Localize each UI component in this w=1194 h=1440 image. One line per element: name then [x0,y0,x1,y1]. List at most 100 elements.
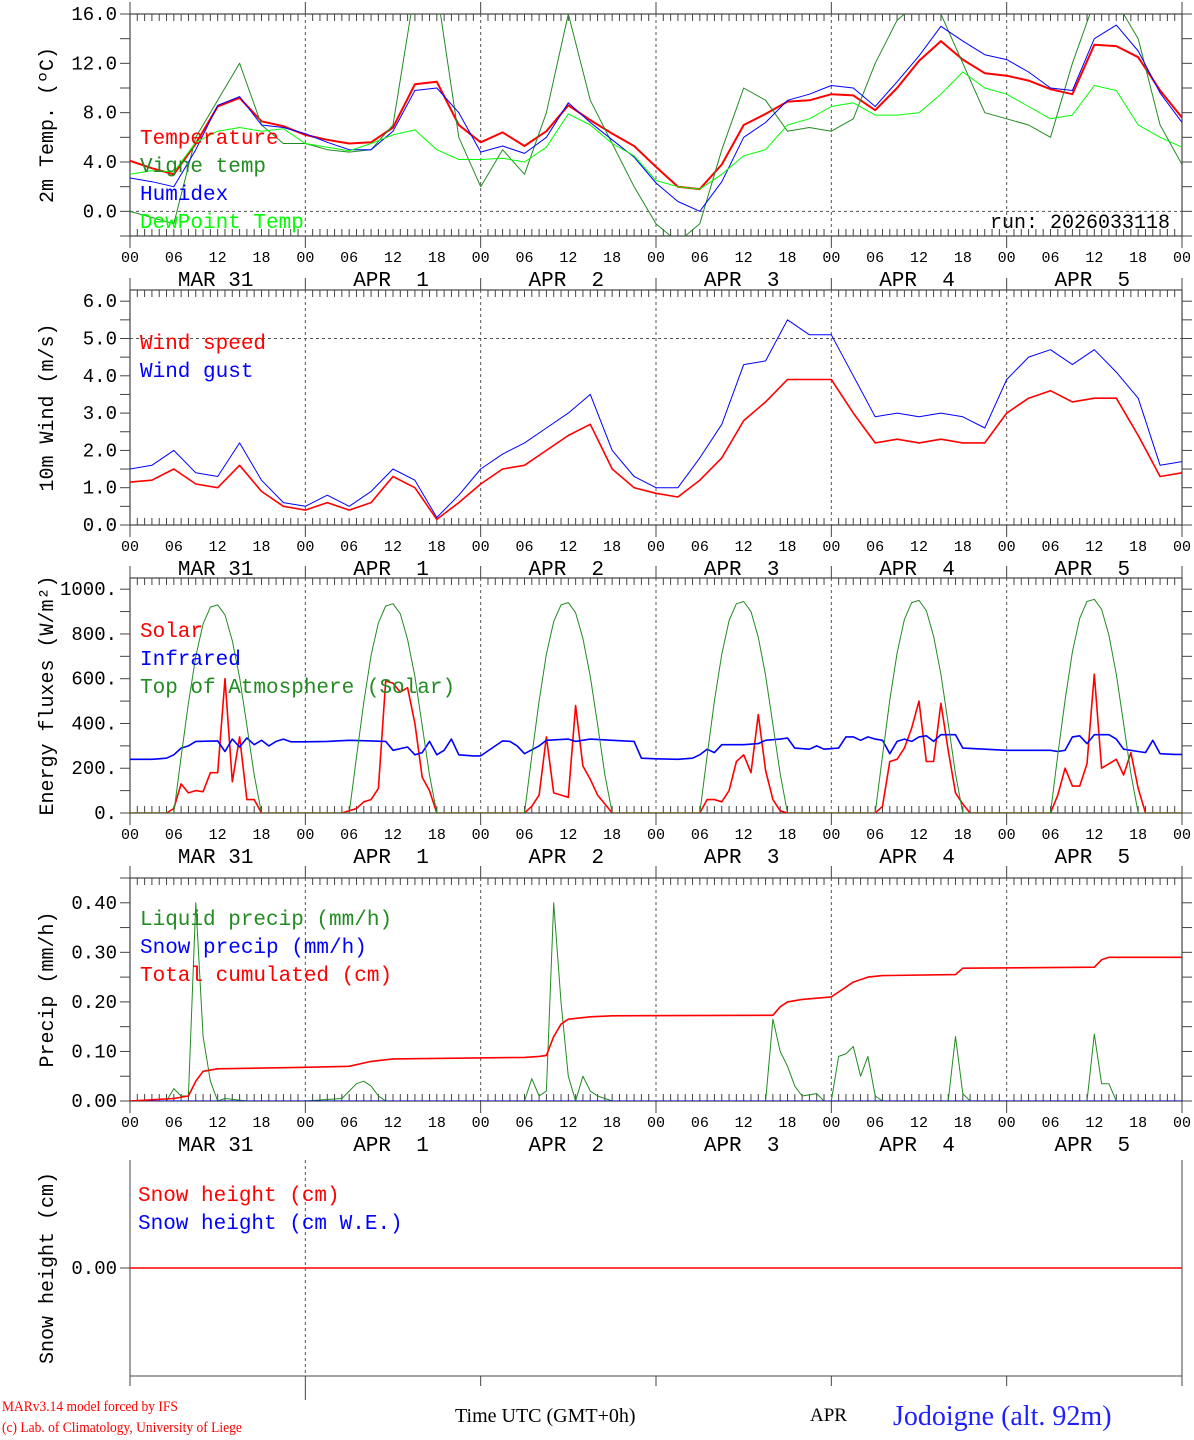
x-tick-label: 06 [340,539,358,556]
x-tick-label: 06 [340,827,358,844]
x-tick-label: 06 [165,539,183,556]
x-tick-label: 00 [472,539,490,556]
x-tick-label: 12 [910,1115,928,1132]
x-tick-label: 12 [559,827,577,844]
legend-entry: Top of Atmosphere (Solar) [140,677,455,700]
legend-entry: Snow height (cm) [138,1185,340,1208]
legend-entry: Liquid precip (mm/h) [140,909,392,932]
x-tick-label: 06 [165,250,183,267]
y-tick-label: 2.0 [83,440,117,462]
x-tick-label: 06 [1041,1115,1059,1132]
day-label: APR 2 [529,559,605,582]
day-label: APR 1 [353,559,429,582]
x-tick-label: 18 [954,250,972,267]
x-tick-label: 12 [1085,1115,1103,1132]
y-axis-title: 2m Temp. (ºC) [37,47,60,203]
x-tick-label: 18 [428,1115,446,1132]
y-tick-label: 16.0 [71,4,117,26]
y-axis-title: Precip (mm/h) [37,911,60,1067]
x-tick-label: 00 [647,250,665,267]
day-label: APR 2 [529,1135,605,1158]
x-tick-label: 18 [778,1115,796,1132]
series-liquid-precip-mm-h- [130,902,1182,1101]
x-tick-label: 00 [472,1115,490,1132]
x-tick-label: 18 [252,1115,270,1132]
x-tick-label: 00 [296,250,314,267]
x-tick-label: 18 [603,539,621,556]
legend-entry: Temperature [140,128,279,151]
x-tick-label: 00 [121,827,139,844]
x-tick-label: 12 [209,250,227,267]
x-tick-label: 12 [735,1115,753,1132]
run-annotation: run: 2026033118 [990,212,1170,235]
x-tick-label: 00 [998,539,1016,556]
x-tick-label: 06 [1041,250,1059,267]
x-tick-label: 06 [691,250,709,267]
y-tick-label: 12.0 [71,53,117,75]
legend-entry: Wind speed [140,333,266,356]
day-label: APR 4 [879,847,955,870]
legend-entry: Solar [140,621,203,644]
y-tick-label: 3.0 [83,403,117,425]
series-solar [130,673,1182,813]
x-tick-label: 00 [296,827,314,844]
x-tick-label: 18 [778,250,796,267]
x-tick-label: 18 [954,1115,972,1132]
x-tick-label: 06 [866,250,884,267]
x-tick-label: 18 [603,250,621,267]
y-tick-label: 0.20 [71,992,117,1014]
y-tick-label: 1000. [60,579,117,601]
x-tick-label: 12 [384,250,402,267]
x-tick-label: 18 [252,827,270,844]
x-tick-label: 00 [998,827,1016,844]
x-tick-label: 06 [866,539,884,556]
y-tick-label: 4.0 [83,366,117,388]
x-tick-label: 00 [1173,827,1191,844]
y-tick-label: 0.00 [71,1258,117,1280]
x-tick-label: 12 [1085,539,1103,556]
x-tick-label: 00 [647,1115,665,1132]
y-axis-title: Energy fluxes (W/m²) [37,575,60,815]
x-tick-label: 12 [1085,250,1103,267]
day-label: APR 2 [529,847,605,870]
legend-entry: Humidex [140,184,228,207]
day-label: MAR 31 [178,847,254,870]
day-label: APR 3 [704,1135,780,1158]
x-tick-label: 12 [735,250,753,267]
y-tick-label: 0.10 [71,1041,117,1063]
legend-entry: Infrared [140,649,241,672]
x-tick-label: 00 [998,250,1016,267]
x-tick-label: 12 [209,539,227,556]
panel-snow: 0.00 Snow height (cm) Snow height (cm) Snow… [37,1160,1183,1400]
series-group [130,319,1182,521]
x-tick-label: 18 [252,250,270,267]
y-tick-label: 0.40 [71,893,117,915]
x-tick-label: 18 [1129,1115,1147,1132]
x-tick-label: 06 [866,827,884,844]
x-tick-label: 00 [1173,539,1191,556]
y-tick-label: 0. [94,803,117,825]
month-label: APR [810,1405,847,1426]
legend-entry: Snow precip (mm/h) [140,937,367,960]
x-tick-label: 06 [515,827,533,844]
y-tick-label: 400. [71,713,117,735]
x-tick-label: 06 [515,1115,533,1132]
x-tick-label: 18 [954,539,972,556]
series-dewpoint-temp [130,71,1182,190]
lab-credit: (c) Lab. of Climatology, University of L… [2,1420,242,1436]
series-group [130,14,1182,236]
y-tick-label: 1.0 [83,478,117,500]
x-tick-label: 06 [1041,827,1059,844]
x-tick-label: 00 [1173,250,1191,267]
day-label: APR 1 [353,847,429,870]
x-tick-label: 06 [1041,539,1059,556]
x-tick-label: 00 [1173,1115,1191,1132]
x-tick-label: 00 [822,1115,840,1132]
x-tick-label: 18 [603,1115,621,1132]
day-label: APR 5 [1055,847,1131,870]
x-tick-label: 18 [778,827,796,844]
day-label: MAR 31 [178,1135,254,1158]
model-credit: MARv3.14 model forced by IFS [2,1399,178,1415]
y-tick-label: 8.0 [83,103,117,125]
x-tick-label: 18 [954,827,972,844]
